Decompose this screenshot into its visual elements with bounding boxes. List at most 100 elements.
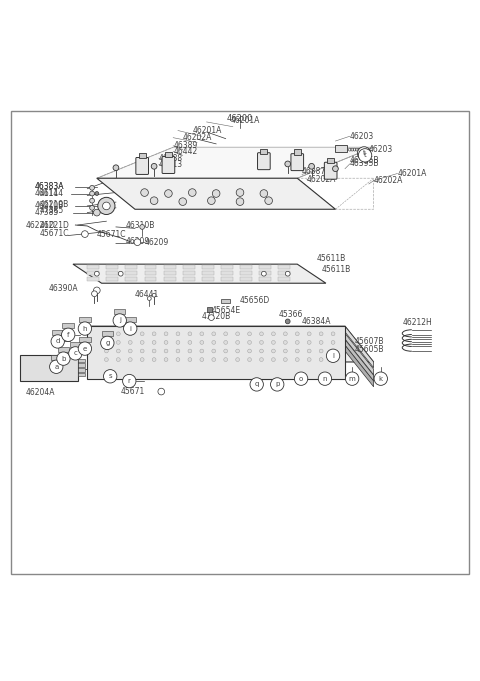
Bar (183, 276, 195, 281)
Bar (164, 276, 176, 281)
Bar (221, 276, 233, 281)
Circle shape (307, 332, 311, 336)
Text: 46210B: 46210B (35, 202, 64, 210)
Bar (87, 276, 99, 281)
Text: 46221D: 46221D (39, 221, 70, 229)
FancyBboxPatch shape (324, 162, 337, 179)
FancyBboxPatch shape (21, 355, 78, 381)
Circle shape (94, 209, 100, 216)
Circle shape (295, 340, 299, 345)
Text: 46210B: 46210B (39, 200, 69, 208)
Bar (144, 271, 156, 275)
Circle shape (113, 314, 126, 327)
Text: 46389: 46389 (173, 141, 197, 151)
Circle shape (105, 332, 108, 336)
Circle shape (57, 352, 70, 365)
Text: 46203: 46203 (369, 145, 393, 154)
Text: 47385: 47385 (39, 206, 64, 215)
Text: 47385: 47385 (35, 208, 59, 217)
Bar (202, 265, 214, 270)
Circle shape (260, 358, 264, 362)
Circle shape (374, 372, 387, 385)
Bar (259, 276, 271, 281)
Bar (87, 271, 99, 275)
Bar (87, 265, 99, 270)
Text: k: k (379, 376, 383, 381)
Circle shape (285, 319, 290, 323)
Circle shape (295, 349, 299, 353)
Text: 46390A: 46390A (49, 285, 79, 294)
Polygon shape (73, 264, 326, 283)
Text: 46383A: 46383A (35, 183, 64, 191)
Circle shape (165, 190, 172, 197)
Circle shape (260, 349, 264, 353)
Text: 46395B: 46395B (350, 159, 379, 168)
Circle shape (318, 372, 332, 385)
Circle shape (90, 191, 95, 196)
Text: q: q (254, 381, 259, 387)
Circle shape (141, 189, 148, 196)
FancyBboxPatch shape (162, 157, 175, 174)
Circle shape (224, 358, 228, 362)
Bar (164, 265, 176, 270)
Circle shape (82, 231, 88, 238)
Circle shape (359, 148, 372, 162)
Circle shape (61, 328, 75, 341)
Text: 45656D: 45656D (240, 296, 270, 305)
Circle shape (188, 349, 192, 353)
Polygon shape (97, 178, 336, 209)
Circle shape (123, 322, 137, 335)
Text: 46221D: 46221D (25, 221, 55, 229)
Polygon shape (345, 340, 373, 381)
Bar (144, 276, 156, 281)
Bar (70, 342, 81, 347)
FancyBboxPatch shape (136, 157, 148, 174)
Circle shape (122, 375, 136, 387)
Circle shape (236, 332, 240, 336)
Circle shape (188, 340, 192, 345)
Text: 46114: 46114 (39, 189, 64, 198)
Circle shape (224, 340, 228, 345)
Circle shape (283, 358, 287, 362)
Circle shape (113, 165, 119, 171)
Bar (278, 271, 290, 275)
Circle shape (105, 358, 108, 362)
Circle shape (128, 358, 132, 362)
Text: 45605B: 45605B (355, 345, 384, 353)
Circle shape (236, 349, 240, 353)
Text: 43213: 43213 (159, 160, 183, 169)
Text: b: b (61, 355, 66, 362)
Text: 46212H: 46212H (402, 318, 432, 327)
Circle shape (152, 349, 156, 353)
Circle shape (103, 202, 110, 210)
Text: 46200: 46200 (227, 114, 253, 123)
Circle shape (176, 340, 180, 345)
Circle shape (212, 349, 216, 353)
Text: 46383A: 46383A (35, 183, 64, 191)
Text: a: a (54, 364, 59, 370)
Bar (240, 276, 252, 281)
Circle shape (236, 189, 244, 196)
Circle shape (200, 332, 204, 336)
Bar (124, 317, 136, 322)
Bar (107, 265, 118, 270)
FancyBboxPatch shape (261, 148, 267, 154)
Circle shape (134, 239, 141, 246)
Bar (183, 265, 195, 270)
Text: 46204A: 46204A (25, 388, 55, 397)
Text: 46201A: 46201A (230, 116, 260, 125)
Circle shape (90, 206, 95, 210)
Text: 45671: 45671 (120, 387, 144, 396)
Circle shape (90, 185, 95, 190)
Circle shape (98, 197, 115, 215)
Bar (221, 271, 233, 275)
Circle shape (326, 349, 340, 362)
Circle shape (118, 271, 123, 276)
Circle shape (272, 340, 276, 345)
Text: o: o (299, 376, 303, 381)
Circle shape (128, 340, 132, 345)
Circle shape (95, 271, 99, 276)
Circle shape (188, 332, 192, 336)
Circle shape (95, 191, 99, 195)
Bar (107, 276, 118, 281)
